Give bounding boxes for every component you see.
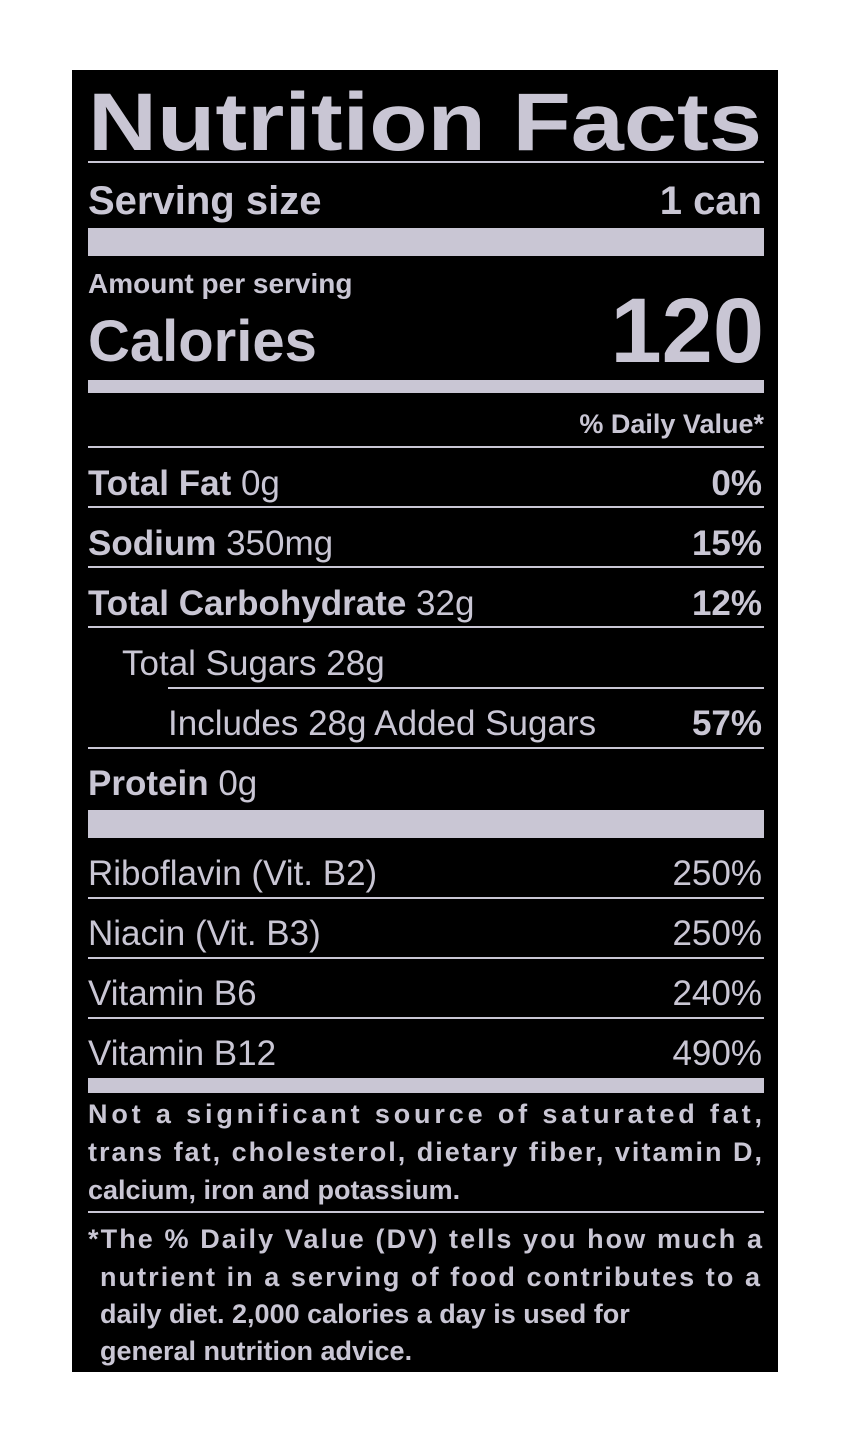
calories-label: Calories	[88, 309, 317, 374]
nutrient-dv: 0%	[711, 464, 762, 503]
nutrient-amount: 32g	[416, 584, 474, 623]
rule	[88, 897, 764, 899]
title: Nutrition Facts	[88, 77, 762, 168]
vitamin-name: Vitamin B12	[88, 1034, 276, 1073]
rule	[88, 161, 764, 163]
nutrient-amount: 350mg	[226, 524, 333, 563]
vitamin-dv: 490%	[672, 1034, 762, 1073]
rule	[168, 687, 764, 689]
nutrient-name: Total Sugars 28g	[122, 644, 385, 683]
rule	[88, 566, 764, 568]
vitamin-dv: 250%	[672, 854, 762, 893]
vitamin-name: Niacin (Vit. B3)	[88, 914, 321, 953]
rule	[88, 626, 764, 628]
calories-value: 120	[611, 280, 765, 382]
footnote-line: trans fat, cholesterol, dietary fiber, v…	[88, 1137, 762, 1167]
nutrient-row: Total Fat 0g	[88, 464, 280, 503]
serving-size: 1 can	[660, 179, 762, 223]
nutrient-name: Includes 28g Added Sugars	[168, 704, 596, 743]
nutrient-name: Total Carbohydrate	[88, 584, 406, 623]
dv-header: % Daily Value*	[579, 409, 764, 439]
vitamin-name: Riboflavin (Vit. B2)	[88, 854, 377, 893]
rule	[88, 1017, 764, 1019]
serving-label: Serving size	[88, 179, 321, 223]
rule	[88, 957, 764, 959]
footnote-line: daily diet. 2,000 calories a day is used…	[100, 1299, 630, 1329]
rule	[88, 1211, 764, 1213]
nutrient-name: Protein	[88, 764, 209, 803]
panel	[72, 70, 778, 1372]
nutrient-dv: 15%	[692, 524, 762, 563]
rule	[88, 747, 764, 749]
bar	[88, 228, 764, 256]
nutrient-name: Total Fat	[88, 464, 232, 503]
vitamin-dv: 240%	[672, 974, 762, 1013]
footnote-line: calcium, iron and potassium.	[88, 1175, 460, 1205]
bar	[88, 810, 764, 838]
nutrient-amount: 0g	[241, 464, 280, 503]
nutrient-amount: 0g	[218, 764, 257, 803]
rule	[88, 506, 764, 508]
nutrient-row: Total Carbohydrate 32g	[88, 584, 474, 623]
footnote-line: nutrient in a serving of food contribute…	[100, 1262, 761, 1292]
vitamin-name: Vitamin B6	[88, 974, 257, 1013]
footnote-line: *The % Daily Value (DV) tells you how mu…	[88, 1224, 763, 1254]
rule	[88, 446, 764, 448]
footnote-line: Not a significant source of saturated fa…	[88, 1099, 762, 1129]
vitamin-dv: 250%	[672, 914, 762, 953]
bar	[88, 380, 764, 393]
footnote-line: general nutrition advice.	[100, 1336, 412, 1366]
nutrient-row: Sodium 350mg	[88, 524, 333, 563]
bar	[88, 1078, 764, 1093]
nutrient-dv: 12%	[692, 584, 762, 623]
amount-label: Amount per serving	[88, 268, 352, 299]
nutrient-dv: 57%	[692, 704, 762, 743]
nutrient-name: Sodium	[88, 524, 216, 563]
nutrient-row: Protein 0g	[88, 764, 257, 803]
